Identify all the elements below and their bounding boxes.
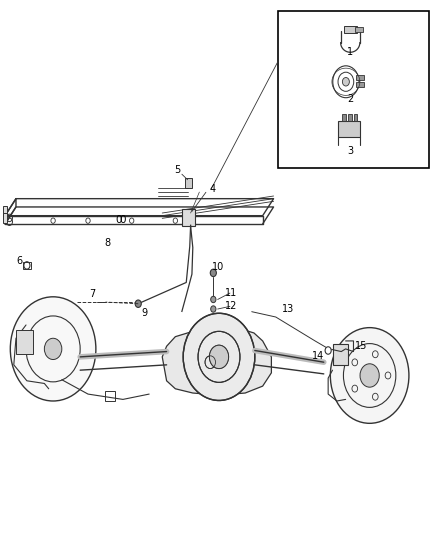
Bar xyxy=(16,330,33,354)
Bar xyxy=(344,26,357,33)
Text: 13: 13 xyxy=(282,304,294,314)
Polygon shape xyxy=(162,329,272,395)
Text: 9: 9 xyxy=(142,308,148,318)
Text: 0: 0 xyxy=(120,215,126,225)
Bar xyxy=(332,344,348,365)
Circle shape xyxy=(360,364,379,387)
Text: 7: 7 xyxy=(89,289,95,299)
Text: 2: 2 xyxy=(347,94,353,104)
Bar xyxy=(354,114,357,122)
Text: 6: 6 xyxy=(16,256,22,266)
Text: 1: 1 xyxy=(347,47,353,57)
Bar xyxy=(356,27,364,32)
Text: 11: 11 xyxy=(225,288,237,298)
Text: 4: 4 xyxy=(209,184,215,194)
Circle shape xyxy=(211,306,216,312)
Circle shape xyxy=(209,345,229,368)
Bar xyxy=(348,114,352,122)
Bar xyxy=(357,82,364,87)
Bar xyxy=(106,391,115,401)
Bar xyxy=(343,114,346,122)
Text: 8: 8 xyxy=(105,238,111,247)
Circle shape xyxy=(11,297,96,401)
Bar xyxy=(338,122,360,138)
Bar xyxy=(182,209,195,227)
Bar xyxy=(357,75,364,80)
Bar xyxy=(22,262,31,269)
Text: 14: 14 xyxy=(312,351,325,361)
Text: 5: 5 xyxy=(174,165,180,175)
Circle shape xyxy=(135,300,141,308)
Circle shape xyxy=(211,296,216,303)
Circle shape xyxy=(330,328,409,423)
Circle shape xyxy=(44,338,62,360)
Bar xyxy=(4,206,7,216)
Text: 0: 0 xyxy=(115,215,122,225)
Circle shape xyxy=(343,77,350,86)
Text: 3: 3 xyxy=(347,146,353,156)
Bar xyxy=(4,213,7,223)
Circle shape xyxy=(210,269,216,277)
Text: 15: 15 xyxy=(355,341,367,351)
Bar xyxy=(278,11,428,168)
Text: 10: 10 xyxy=(212,262,224,271)
Circle shape xyxy=(209,345,229,368)
Text: 12: 12 xyxy=(225,301,237,311)
Circle shape xyxy=(183,313,255,400)
Bar xyxy=(185,178,192,188)
